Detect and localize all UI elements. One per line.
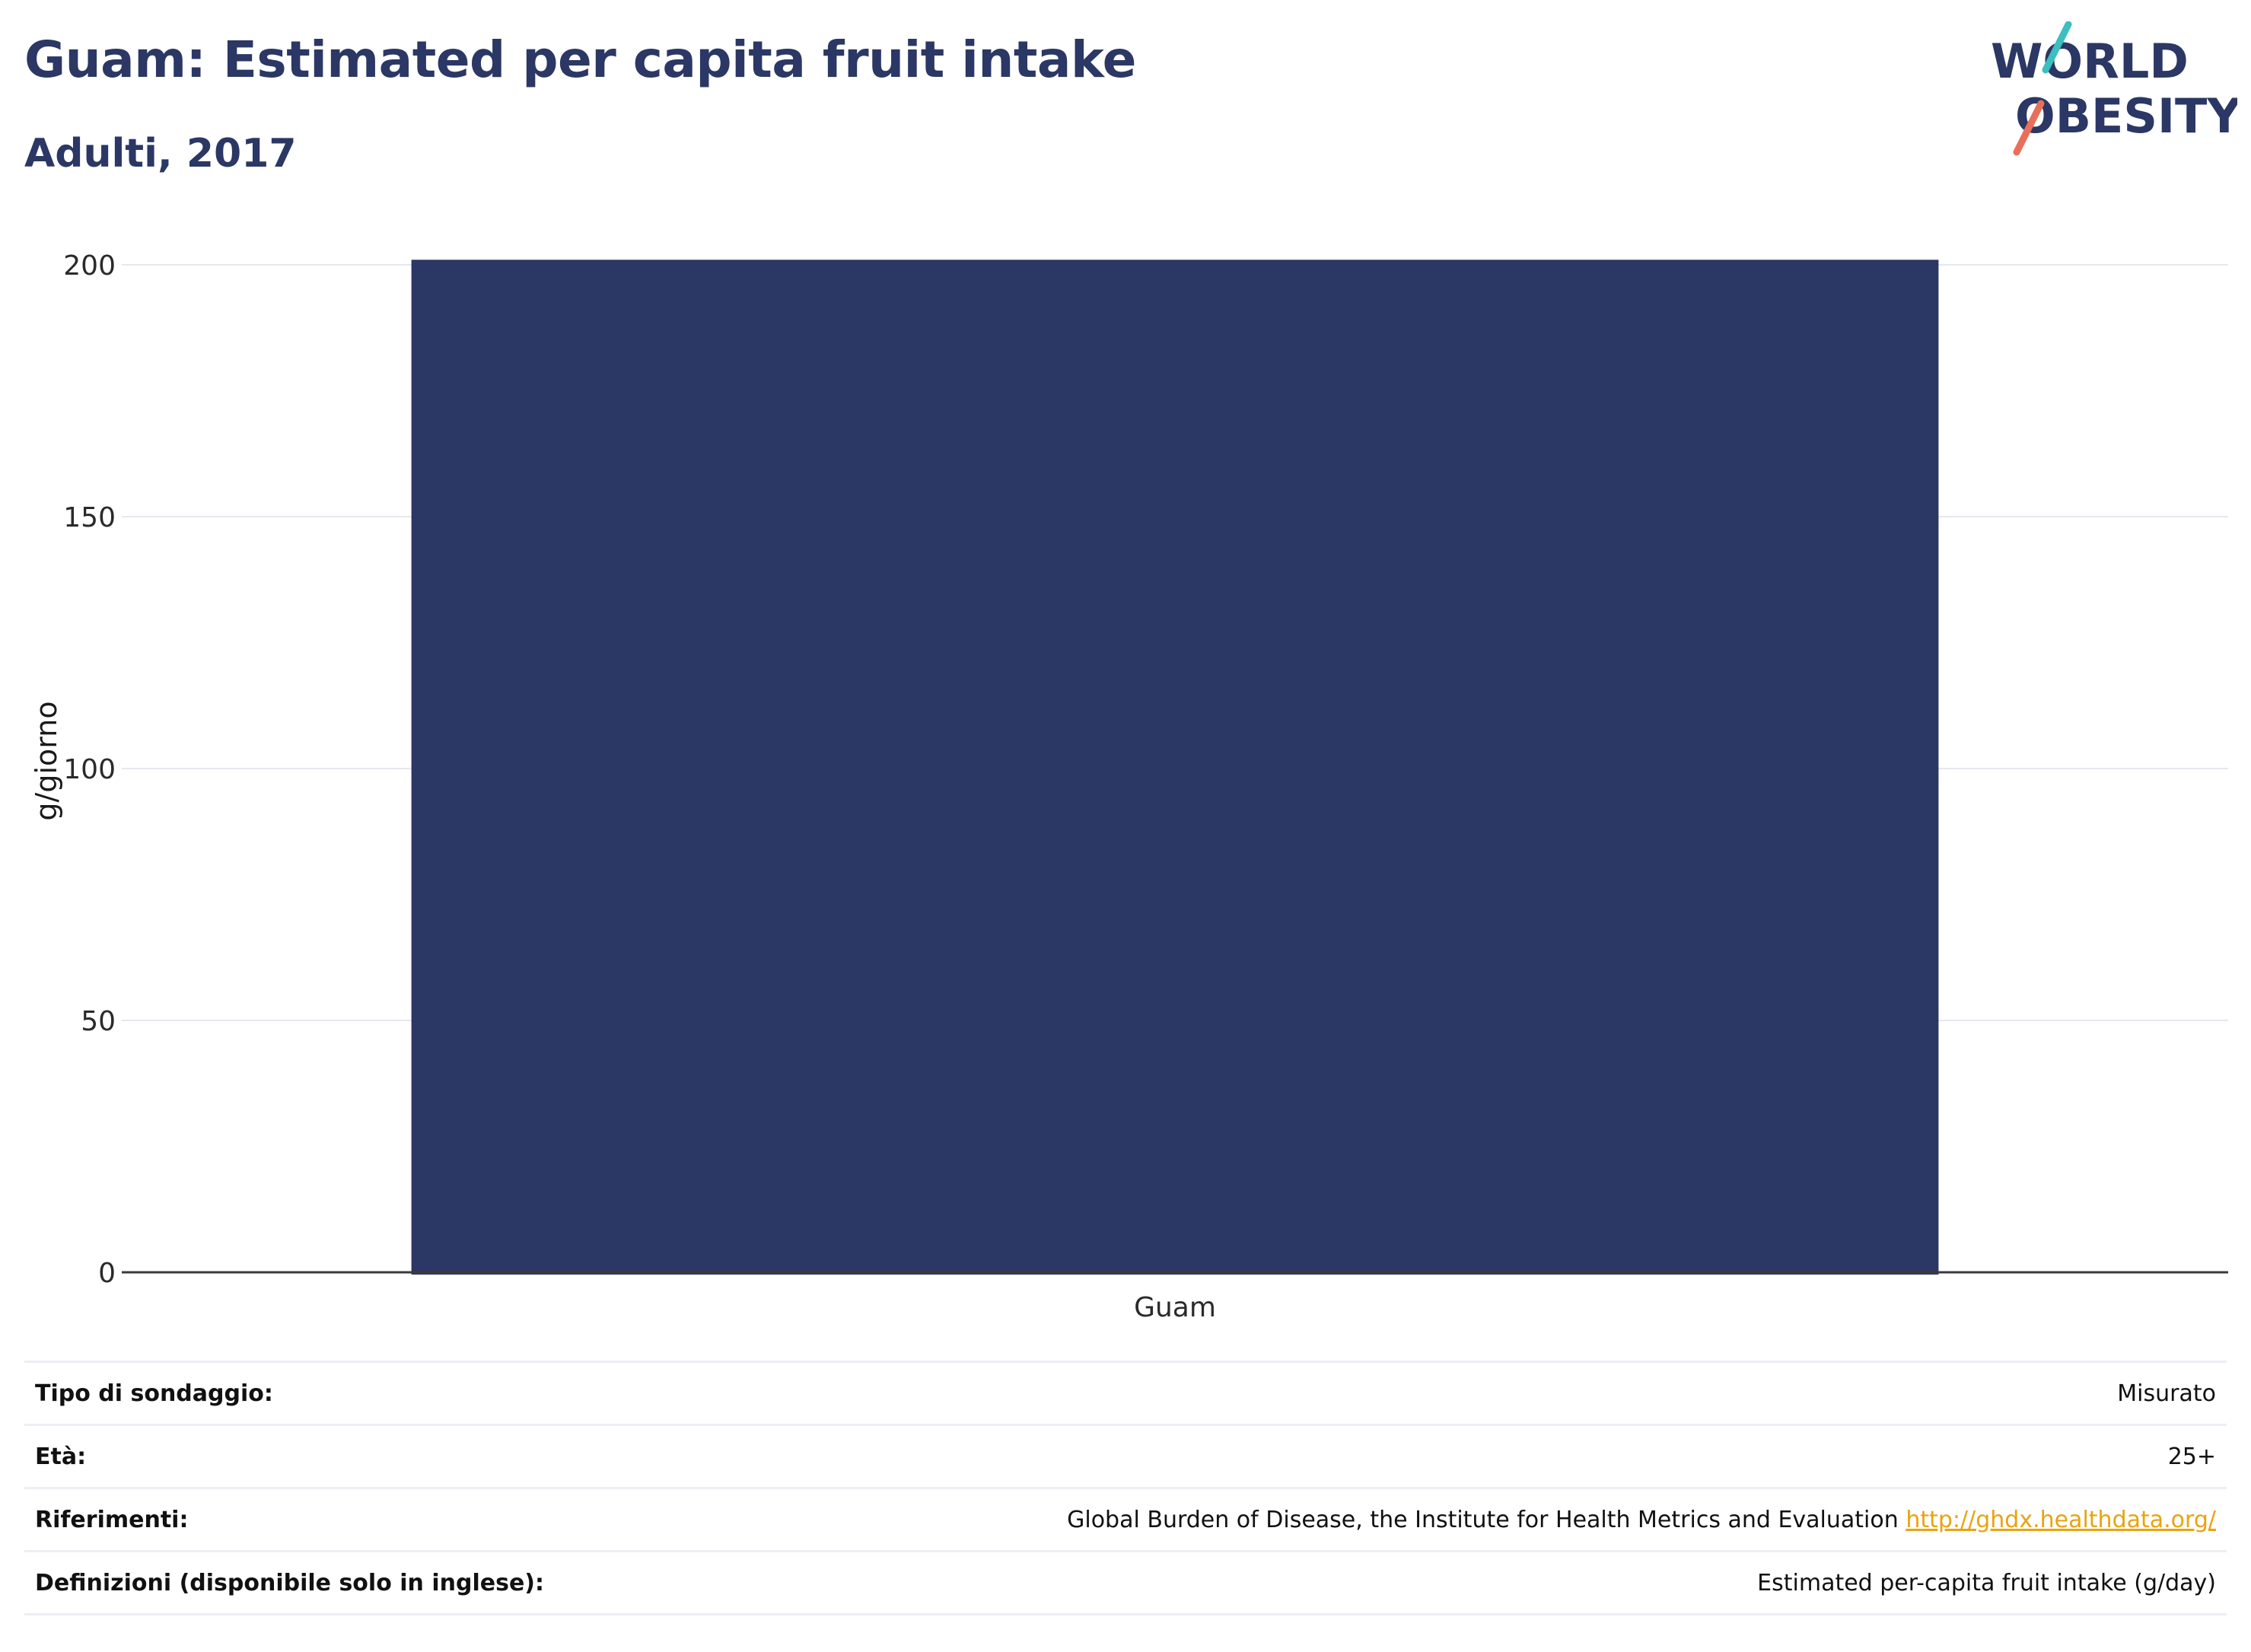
logo-text-world: WORLD bbox=[1991, 33, 2189, 89]
info-row-survey-type: Tipo di sondaggio: Misurato bbox=[24, 1361, 2227, 1425]
chart-title: Guam: Estimated per capita fruit intake bbox=[24, 30, 1136, 89]
y-tick-label: 150 bbox=[63, 502, 116, 533]
info-row-definitions: Definizioni (disponibile solo in inglese… bbox=[24, 1551, 2227, 1615]
bar-chart: 0 50 100 150 200 Guam g/giorno bbox=[30, 250, 2228, 1323]
references-link[interactable]: http://ghdx.healthdata.org/ bbox=[1906, 1506, 2216, 1533]
y-axis-title: g/giorno bbox=[30, 701, 63, 820]
y-tick-label: 0 bbox=[98, 1258, 116, 1289]
info-label: Riferimenti: bbox=[35, 1506, 189, 1533]
chart-subtitle: Adulti, 2017 bbox=[24, 131, 297, 177]
info-row-age: Età: 25+ bbox=[24, 1424, 2227, 1488]
info-table: Tipo di sondaggio: Misurato Età: 25+ Rif… bbox=[24, 1361, 2227, 1615]
y-tick-label: 100 bbox=[63, 754, 116, 785]
y-tick-labels: 0 50 100 150 200 bbox=[63, 250, 116, 1289]
references-text: Global Burden of Disease, the Institute … bbox=[1067, 1506, 1899, 1533]
info-label: Tipo di sondaggio: bbox=[35, 1380, 273, 1407]
info-label: Età: bbox=[35, 1443, 87, 1470]
bars bbox=[411, 259, 1939, 1275]
logo-text-obesity: OBESITY bbox=[2015, 88, 2237, 144]
info-value: 25+ bbox=[2167, 1443, 2216, 1470]
x-tick-labels: Guam bbox=[1134, 1292, 1216, 1323]
x-tick-label: Guam bbox=[1134, 1292, 1216, 1323]
world-obesity-logo[interactable]: WORLD OBESITY bbox=[1986, 21, 2237, 158]
bar-guam[interactable] bbox=[411, 259, 1939, 1275]
y-tick-label: 50 bbox=[81, 1006, 116, 1037]
info-value-references: Global Burden of Disease, the Institute … bbox=[712, 1488, 2227, 1552]
y-tick-label: 200 bbox=[63, 250, 116, 282]
info-row-references: Riferimenti: Global Burden of Disease, t… bbox=[24, 1488, 2227, 1552]
logo-teal-slash bbox=[2042, 21, 2072, 74]
info-value: Misurato bbox=[2117, 1380, 2216, 1407]
info-label: Definizioni (disponibile solo in inglese… bbox=[35, 1569, 544, 1596]
logo-coral-slash bbox=[2013, 100, 2045, 156]
info-value: Estimated per-capita fruit intake (g/day… bbox=[1757, 1569, 2216, 1596]
